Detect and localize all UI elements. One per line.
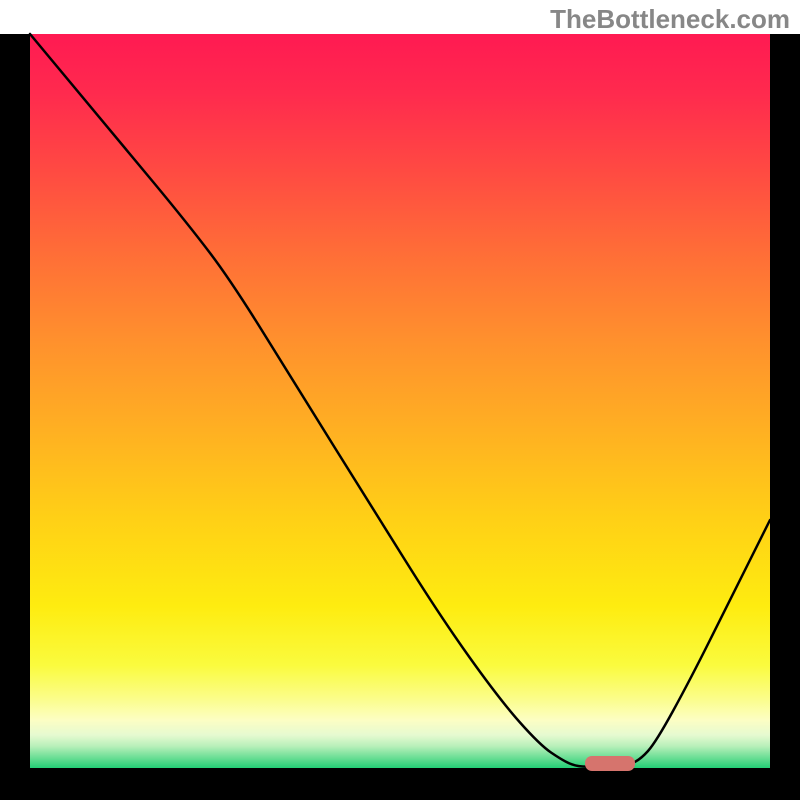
chart-svg: [0, 0, 800, 800]
watermark-text: TheBottleneck.com: [550, 4, 790, 35]
bottleneck-chart: TheBottleneck.com: [0, 0, 800, 800]
plot-background: [30, 34, 770, 768]
optimal-point-marker: [585, 756, 635, 771]
